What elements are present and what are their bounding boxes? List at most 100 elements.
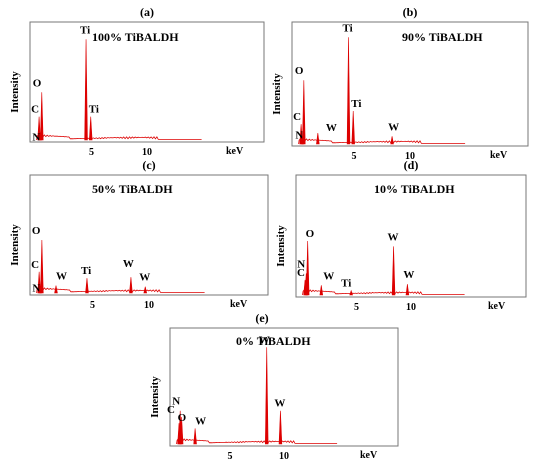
peak-label: Ti	[80, 24, 90, 36]
spectrum-peak	[85, 278, 89, 294]
peak-label: O	[306, 228, 315, 240]
peak-label: O	[178, 412, 187, 424]
spectrum-title: 50% TiBALDH	[92, 182, 173, 196]
peak-label: C	[31, 104, 39, 116]
spectrum-peak	[405, 284, 410, 296]
spectrum-peak	[40, 239, 44, 294]
peak-label: W	[388, 231, 399, 243]
spectrum-baseline	[298, 137, 466, 145]
spectrum-peak	[351, 110, 355, 145]
spectrum-peak	[390, 136, 394, 145]
x-axis-label: keV	[230, 299, 248, 310]
spectrum-peak	[193, 428, 197, 445]
spectrum-baseline	[302, 288, 465, 296]
spectrum-panel-d: (d) 10% TiBALDH Intensity 5 10 keV CN O W Ti W W	[275, 158, 527, 313]
y-axis-label: Intensity	[271, 73, 283, 115]
x-axis-label: keV	[226, 146, 244, 157]
plot-frame	[29, 174, 269, 296]
x-tick-label: 10	[144, 300, 154, 311]
peak-label: Ti	[343, 22, 353, 34]
spectrum-peak	[265, 347, 269, 445]
y-axis-label: Intensity	[9, 224, 21, 266]
peak-label: Ti	[341, 278, 351, 290]
peak-label: O	[295, 65, 304, 77]
spectrum-peak	[179, 416, 184, 445]
peak-label: W	[326, 122, 337, 134]
plot-frame	[169, 327, 399, 447]
peak-label: N	[32, 283, 40, 295]
peak-label: W	[323, 270, 334, 282]
x-tick-label: 10	[142, 147, 152, 158]
y-axis-label: Intensity	[275, 225, 287, 267]
spectrum-peak	[54, 285, 58, 294]
spectrum-peak	[305, 240, 310, 296]
x-tick-label: 5	[89, 147, 94, 158]
spectrum-peak	[89, 116, 93, 141]
peak-label: Ti	[89, 104, 99, 116]
peak-label: O	[33, 77, 42, 89]
spectrum-title: 90% TiBALDH	[402, 30, 483, 44]
x-axis-label: keV	[360, 450, 378, 461]
spectrum-peak	[84, 39, 88, 141]
panel-label: (c)	[142, 158, 155, 172]
plot-frame	[295, 174, 527, 298]
spectrum-title: 100% TiBALDH	[92, 30, 179, 44]
spectrum-peak	[349, 289, 353, 296]
x-tick-label: 5	[90, 300, 95, 311]
plot-frame	[291, 21, 529, 147]
x-tick-label: 5	[228, 451, 233, 462]
x-tick-label: 5	[352, 151, 357, 162]
peak-label: Ti	[81, 265, 91, 277]
peak-label: C	[293, 111, 301, 123]
x-tick-label: 10	[406, 302, 416, 313]
peak-label: N	[295, 129, 303, 141]
peak-label: Ti	[351, 98, 361, 110]
panel-label: (e)	[255, 311, 268, 325]
panel-label: (b)	[403, 5, 418, 19]
peak-label: W	[274, 398, 285, 410]
x-axis-label: keV	[490, 150, 508, 161]
spectrum-peak	[40, 92, 44, 141]
spectrum-panel-b: (b) 90% TiBALDH Intensity 5 10 keV CN O W Ti Ti W	[271, 5, 529, 162]
spectrum-baseline	[36, 133, 202, 141]
spectrum-baseline	[36, 286, 205, 294]
peak-label: W	[195, 415, 206, 427]
spectrum-title: 0% TiBALDH	[236, 334, 311, 348]
peak-label: W	[403, 269, 414, 281]
y-axis-label: Intensity	[9, 71, 21, 113]
spectrum-title: 10% TiBALDH	[374, 182, 455, 196]
spectrum-panel-a: (a) 100% TiBALDH Intensity 5 10 keV C N O Ti Ti	[9, 5, 265, 158]
peak-label: N	[297, 258, 305, 270]
peak-label: W	[123, 258, 134, 270]
plot-frame	[29, 21, 265, 143]
x-tick-label: 5	[354, 302, 359, 313]
peak-label: W	[259, 334, 270, 346]
spectrum-peak	[278, 410, 283, 445]
peak-label: W	[56, 271, 67, 283]
spectrum-peak	[143, 286, 148, 294]
spectrum-peak	[319, 285, 324, 296]
peak-label: N	[32, 132, 40, 144]
spectrum-peak	[346, 37, 351, 145]
peak-label: C	[167, 404, 175, 416]
peak-label: C	[31, 259, 39, 271]
panel-label: (a)	[140, 5, 154, 19]
spectrum-peak	[302, 80, 306, 145]
peak-label: W	[388, 121, 399, 133]
peak-label: C	[297, 267, 305, 279]
panel-label: (d)	[404, 158, 419, 172]
x-axis-label: keV	[488, 301, 506, 312]
y-axis-label: Intensity	[149, 376, 161, 418]
spectrum-baseline	[176, 437, 338, 445]
x-tick-label: 10	[405, 151, 415, 162]
spectrum-peak	[316, 132, 320, 145]
peak-label: W	[139, 272, 150, 284]
x-tick-label: 10	[279, 451, 289, 462]
spectrum-peak	[129, 277, 133, 294]
peak-label: N	[172, 396, 180, 408]
spectrum-peak	[391, 246, 396, 296]
peak-label: O	[32, 225, 41, 237]
